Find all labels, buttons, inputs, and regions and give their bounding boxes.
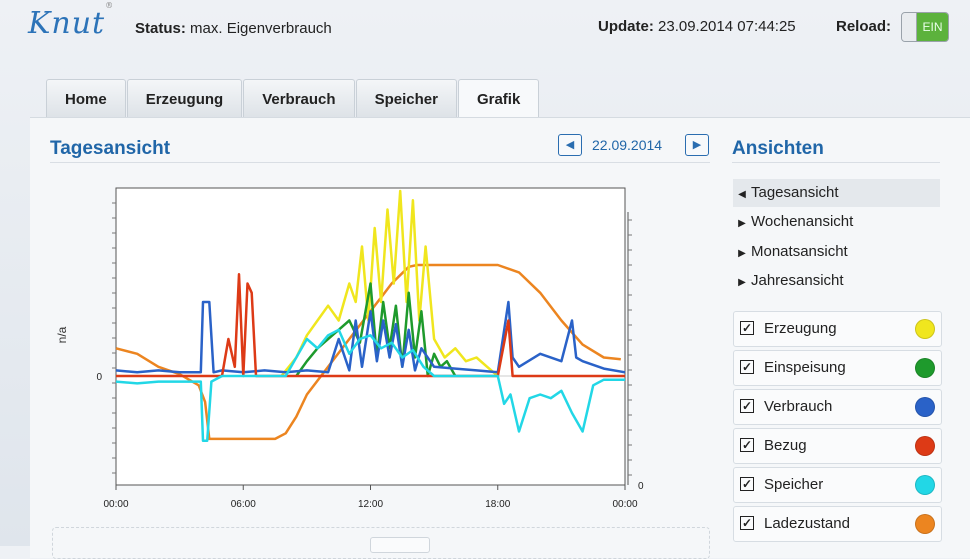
triangle-right-icon: ▶ <box>738 277 746 288</box>
tab-erzeugung[interactable]: Erzeugung <box>126 79 243 118</box>
legend-label: Erzeugung <box>764 320 837 337</box>
triangle-right-icon: ▶ <box>738 248 746 259</box>
legend-einspeisung[interactable]: ✓ Einspeisung <box>733 350 942 386</box>
reload-label: Reload: <box>836 18 892 35</box>
x-tick-label: 12:00 <box>358 499 383 510</box>
sidebar-divider <box>732 162 940 163</box>
y-axis-label: n/a <box>55 326 69 343</box>
color-dot-icon <box>915 319 935 339</box>
knut-logo: Knut® <box>28 1 114 41</box>
update: Update: 23.09.2014 07:44:25 <box>598 18 796 35</box>
checkbox-icon[interactable]: ✓ <box>740 321 754 335</box>
sidebar-title: Ansichten <box>732 138 824 159</box>
date-display: 22.09.2014 <box>592 137 663 153</box>
legend-bezug[interactable]: ✓ Bezug <box>733 428 942 464</box>
view-tagesansicht[interactable]: ◀ Tagesansicht <box>733 179 940 207</box>
tab-verbrauch[interactable]: Verbrauch <box>243 79 355 118</box>
x-tick-label: 00:00 <box>612 499 637 510</box>
registered-mark: ® <box>105 1 115 10</box>
checkbox-icon[interactable]: ✓ <box>740 477 754 491</box>
color-dot-icon <box>915 358 935 378</box>
checkbox-icon[interactable]: ✓ <box>740 516 754 530</box>
daily-chart: 00:0006:0012:0018:0000:0000n/aLadezustan… <box>55 187 644 510</box>
view-jahresansicht[interactable]: ▶ Jahresansicht <box>733 267 940 295</box>
y2-tick-label: 0 <box>638 481 644 492</box>
logo-text: Knut <box>28 6 106 41</box>
color-dot-icon <box>915 475 935 495</box>
x-tick-label: 06:00 <box>231 499 256 510</box>
legend-erzeugung[interactable]: ✓ Erzeugung <box>733 311 942 347</box>
status: Status: max. Eigenverbrauch <box>135 20 332 37</box>
color-dot-icon <box>915 397 935 417</box>
view-label: Monatsansicht <box>751 243 848 260</box>
color-dot-icon <box>915 514 935 534</box>
checkbox-icon[interactable]: ✓ <box>740 360 754 374</box>
status-value: max. Eigenverbrauch <box>190 20 332 37</box>
chart-footer-tab[interactable] <box>370 537 430 553</box>
update-label: Update: <box>598 18 654 35</box>
legend-speicher[interactable]: ✓ Speicher <box>733 467 942 503</box>
view-label: Tagesansicht <box>751 184 839 201</box>
triangle-left-icon: ◀ <box>565 139 575 151</box>
view-wochenansicht[interactable]: ▶ Wochenansicht <box>733 208 940 236</box>
series-speicher-line <box>115 328 625 443</box>
view-monatsansicht[interactable]: ▶ Monatsansicht <box>733 238 940 266</box>
view-label: Jahresansicht <box>751 272 844 289</box>
reload-toggle[interactable]: EIN <box>901 12 949 42</box>
toggle-state: EIN <box>917 13 948 41</box>
triangle-right-icon: ▶ <box>692 139 702 151</box>
legend-label: Speicher <box>764 476 824 493</box>
series-erzeugung-line <box>280 189 499 377</box>
series-verbrauch-line <box>115 300 626 374</box>
checkbox-icon[interactable]: ✓ <box>740 399 754 413</box>
series-einspeisung-line <box>295 282 457 378</box>
page-title: Tagesansicht <box>50 138 171 159</box>
title-divider <box>50 162 710 163</box>
tab-home[interactable]: Home <box>46 79 126 118</box>
tab-grafik[interactable]: Grafik <box>457 79 540 118</box>
x-tick-label: 00:00 <box>103 499 128 510</box>
triangle-right-icon: ▶ <box>738 218 746 229</box>
color-dot-icon <box>915 436 935 456</box>
legend-label: Einspeisung <box>764 359 846 376</box>
y-tick-label: 0 <box>96 372 102 383</box>
legend-label: Verbrauch <box>764 398 833 415</box>
toggle-knob[interactable] <box>902 13 917 41</box>
checkbox-icon[interactable]: ✓ <box>740 438 754 452</box>
x-tick-label: 18:00 <box>485 499 510 510</box>
view-label: Wochenansicht <box>751 213 854 230</box>
next-day-button[interactable]: ▶ <box>685 134 709 156</box>
triangle-left-icon: ◀ <box>738 189 746 200</box>
legend-label: Ladezustand <box>764 515 850 532</box>
legend-label: Bezug <box>764 437 807 454</box>
main-tabs: Home Erzeugung Verbrauch Speicher Grafik <box>46 79 540 118</box>
tab-speicher[interactable]: Speicher <box>355 79 457 118</box>
legend-verbrauch[interactable]: ✓ Verbrauch <box>733 389 942 425</box>
status-label: Status: <box>135 20 186 37</box>
prev-day-button[interactable]: ◀ <box>558 134 582 156</box>
legend-ladezustand[interactable]: ✓ Ladezustand <box>733 506 942 542</box>
update-value: 23.09.2014 07:44:25 <box>658 18 796 35</box>
